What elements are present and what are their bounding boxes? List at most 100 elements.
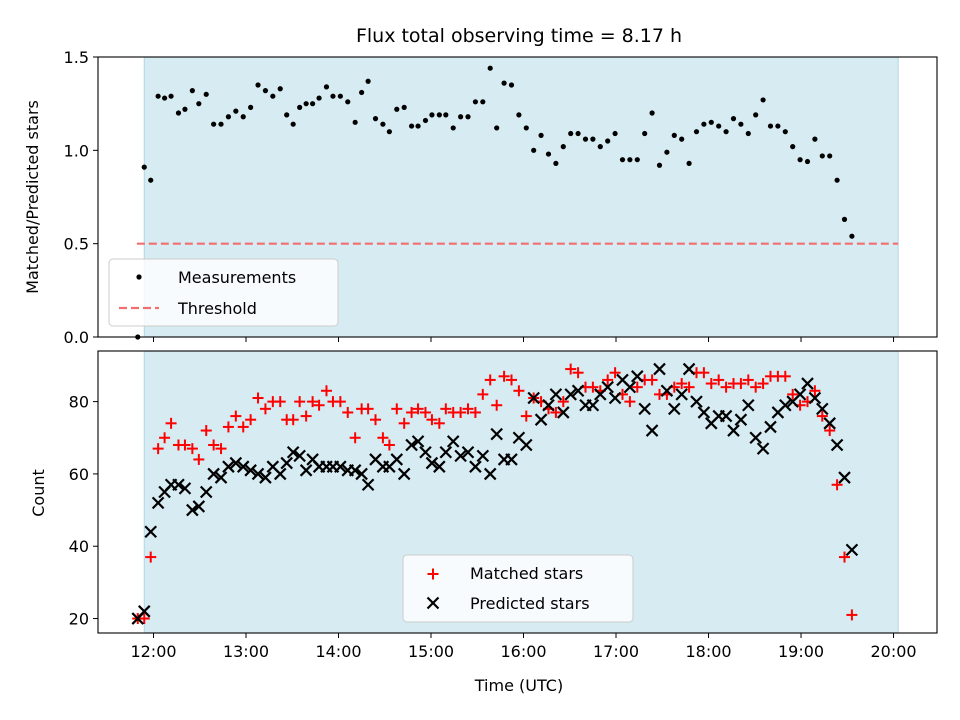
predicted-stars-point xyxy=(742,398,755,412)
measurement-point xyxy=(422,117,429,124)
y-tick-label: 40 xyxy=(69,537,89,556)
predicted-stars-point xyxy=(756,442,770,455)
measurement-point xyxy=(443,112,449,118)
measurement-point xyxy=(270,93,276,99)
matched-stars-point xyxy=(215,443,227,455)
predicted-stars-point xyxy=(719,409,733,423)
predicted-stars-point xyxy=(439,445,453,459)
matched-stars-point xyxy=(193,453,205,465)
measurement-point xyxy=(465,114,471,120)
measurement-point xyxy=(538,132,544,138)
matched-stars-point xyxy=(550,406,562,418)
predicted-stars-point xyxy=(293,449,306,463)
matched-stars-point xyxy=(334,396,346,408)
measurement-point xyxy=(745,130,751,137)
predicted-stars-point xyxy=(520,438,533,452)
measurement-point xyxy=(196,101,202,107)
measurement-point xyxy=(797,157,803,163)
matched-stars-point xyxy=(294,396,306,408)
measurement-point xyxy=(330,93,336,99)
measurement-point xyxy=(297,104,303,110)
predicted-stars-point xyxy=(348,464,362,477)
matched-stars-point xyxy=(391,403,403,415)
x-tick-label: 19:00 xyxy=(778,642,824,661)
predicted-stars-point xyxy=(690,395,703,408)
predicted-stars-point xyxy=(207,467,220,481)
matched-stars-point xyxy=(426,414,438,426)
top-legend: Measurements Threshold xyxy=(108,258,339,327)
matched-stars-point xyxy=(646,374,658,386)
predicted-stars-point xyxy=(299,464,313,477)
x-tick-label: 17:00 xyxy=(593,642,639,661)
measurement-point xyxy=(708,119,714,125)
measurement-point xyxy=(472,99,479,105)
predicted-stars-point xyxy=(608,391,622,405)
predicted-stars-point xyxy=(151,496,165,510)
x-tick-label: 18:00 xyxy=(685,642,731,661)
matched-stars-point xyxy=(477,388,489,400)
measurement-point xyxy=(458,114,464,120)
measurement-point xyxy=(501,80,507,86)
matched-stars-point xyxy=(245,414,257,426)
bottom-y-axis-label: Count xyxy=(29,469,48,517)
measurement-point xyxy=(277,86,283,92)
measurement-point xyxy=(415,123,421,129)
predicted-stars-point xyxy=(808,391,822,405)
matched-stars-point xyxy=(742,374,754,386)
measurement-point xyxy=(819,153,825,159)
measurement-point xyxy=(841,216,848,222)
measurement-point xyxy=(775,123,781,129)
measurement-point xyxy=(649,110,655,116)
y-tick-label: 0.5 xyxy=(64,235,89,254)
predicted-stars-point xyxy=(433,460,446,473)
measurement-point xyxy=(182,106,188,112)
predicted-stars-point xyxy=(534,413,548,426)
measurement-point xyxy=(394,106,400,112)
predicted-stars-point xyxy=(675,388,688,401)
predicted-stars-point xyxy=(838,471,851,484)
measurement-point xyxy=(516,112,522,118)
predicted-stars-point xyxy=(214,471,228,484)
measurement-point xyxy=(804,158,811,165)
measurement-point xyxy=(203,91,209,97)
matched-stars-point xyxy=(484,374,496,386)
y-tick-label: 1.0 xyxy=(64,141,89,160)
predicted-stars-point xyxy=(405,438,418,452)
x-tick-label: 14:00 xyxy=(315,642,361,661)
matched-stars-point xyxy=(159,432,171,444)
predicted-stars-point xyxy=(229,456,243,470)
y-tick-label: 0.0 xyxy=(64,328,89,347)
y-tick-label: 80 xyxy=(69,393,89,412)
measurement-point xyxy=(436,112,442,118)
predicted-stars-point xyxy=(222,460,235,473)
measurement-point xyxy=(612,130,618,137)
predicted-stars-point xyxy=(601,380,614,394)
matched-stars-point xyxy=(757,378,769,390)
legend-matched-label: Matched stars xyxy=(470,564,583,583)
measurement-point xyxy=(634,157,640,163)
x-tick-label: 13:00 xyxy=(223,642,269,661)
matched-stars-point xyxy=(676,378,688,390)
matched-stars-point xyxy=(469,406,481,418)
measurement-point xyxy=(508,82,515,88)
measurement-point xyxy=(380,121,386,127)
predicted-stars-point xyxy=(645,424,659,437)
predicted-stars-point xyxy=(244,464,257,477)
measurement-point xyxy=(386,129,392,135)
measurement-point xyxy=(767,123,774,129)
measurement-point xyxy=(723,129,729,135)
measurement-point xyxy=(248,104,254,110)
measurement-point xyxy=(738,121,744,127)
matched-stars-point xyxy=(398,417,410,429)
predicted-stars-point xyxy=(397,467,411,481)
measurement-point xyxy=(323,84,330,90)
legend-measurements-marker xyxy=(136,274,142,280)
predicted-stars-point xyxy=(361,478,375,492)
measurement-point xyxy=(619,157,626,163)
measurement-point xyxy=(480,99,486,105)
measurement-point xyxy=(233,108,239,114)
predicted-stars-point xyxy=(286,445,300,459)
measurement-point xyxy=(494,125,500,131)
measurement-point xyxy=(262,88,269,94)
predicted-stars-point xyxy=(638,402,651,416)
